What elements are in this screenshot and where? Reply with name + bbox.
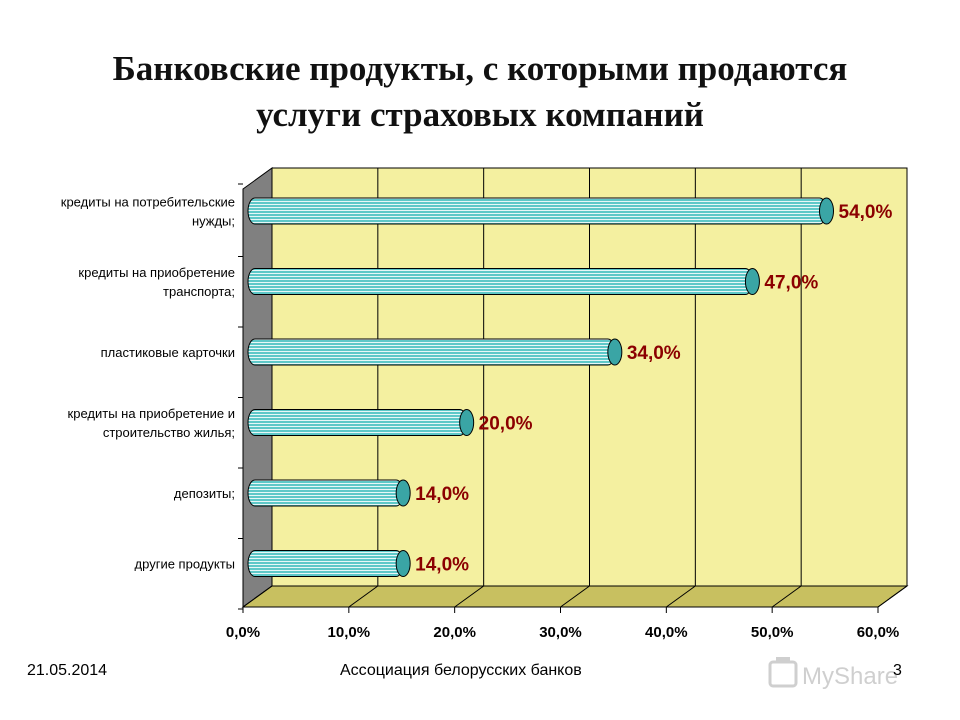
plot-back-outline <box>272 167 908 586</box>
footer-date: 21.05.2014 <box>27 662 108 679</box>
watermark-text: MyShared <box>802 663 898 690</box>
bar <box>247 197 827 225</box>
floor-gridline <box>666 585 696 608</box>
footer-page-number: 3 <box>893 662 902 679</box>
category-label-line: другие продукты <box>135 557 235 572</box>
category-label-line: строительство жилья; <box>103 425 235 440</box>
floor-gridline <box>242 585 273 608</box>
x-tick-label: 10,0% <box>328 624 371 641</box>
bar-value-label: 47,0% <box>764 273 818 294</box>
bar-end-cap <box>744 268 760 295</box>
category-label-line: кредиты на потребительские <box>61 195 235 210</box>
bar-end-cap <box>819 197 834 225</box>
category-label-line: пластиковые карточки <box>101 345 235 360</box>
category-label-line: депозиты; <box>174 486 235 501</box>
x-tick-label: 30,0% <box>539 624 582 641</box>
myshared-logo-icon: MyShared <box>768 657 898 690</box>
category-label: другие продукты <box>135 557 235 572</box>
plot-side-wall <box>242 167 273 608</box>
bar-value-label: 20,0% <box>479 414 533 435</box>
category-label-line: нужды; <box>192 214 235 229</box>
slide-title: Банковские продукты, с которыми продаютс… <box>40 46 920 138</box>
category-label: пластиковые карточки <box>101 345 235 360</box>
slide-title-line2: услуги страховых компаний <box>256 95 704 134</box>
bar-value-label: 14,0% <box>415 555 469 576</box>
x-tick-label: 0,0% <box>226 624 260 641</box>
slide-title-line1: Банковские продукты, с которыми продаютс… <box>112 49 848 88</box>
bar <box>247 479 404 507</box>
category-label-line: транспорта; <box>163 284 235 299</box>
floor-gridline <box>560 585 590 608</box>
bar-value-label: 14,0% <box>415 484 469 505</box>
floor-gridline <box>454 585 484 608</box>
bar-value-label: 54,0% <box>839 202 893 223</box>
bar-end-cap <box>395 479 411 507</box>
bar <box>247 338 616 366</box>
floor-gridline <box>771 585 802 608</box>
floor-gridline <box>877 585 908 608</box>
category-label: кредиты на приобретение и строительство ж… <box>68 406 235 440</box>
floor-gridline <box>348 585 379 608</box>
category-label-line: кредиты на приобретение <box>78 265 235 280</box>
bar-end-cap <box>395 550 411 577</box>
bar <box>247 550 404 577</box>
category-label: депозиты; <box>174 486 235 501</box>
x-tick-label: 60,0% <box>857 624 900 641</box>
category-label: кредиты на потребительские нужды; <box>61 195 235 229</box>
x-tick-label: 20,0% <box>433 624 476 641</box>
x-tick-label: 40,0% <box>645 624 688 641</box>
footer-organization: Ассоциация белорусских банков <box>340 662 582 679</box>
category-label: кредиты на приобретение транспорта; <box>78 265 235 299</box>
bar-end-cap <box>607 338 623 366</box>
bar <box>247 268 753 295</box>
category-label-line: кредиты на приобретение и <box>68 406 235 421</box>
bar <box>247 409 468 436</box>
bar-end-cap <box>459 409 475 436</box>
x-tick-label: 50,0% <box>751 624 794 641</box>
bar-value-label: 34,0% <box>627 343 681 364</box>
